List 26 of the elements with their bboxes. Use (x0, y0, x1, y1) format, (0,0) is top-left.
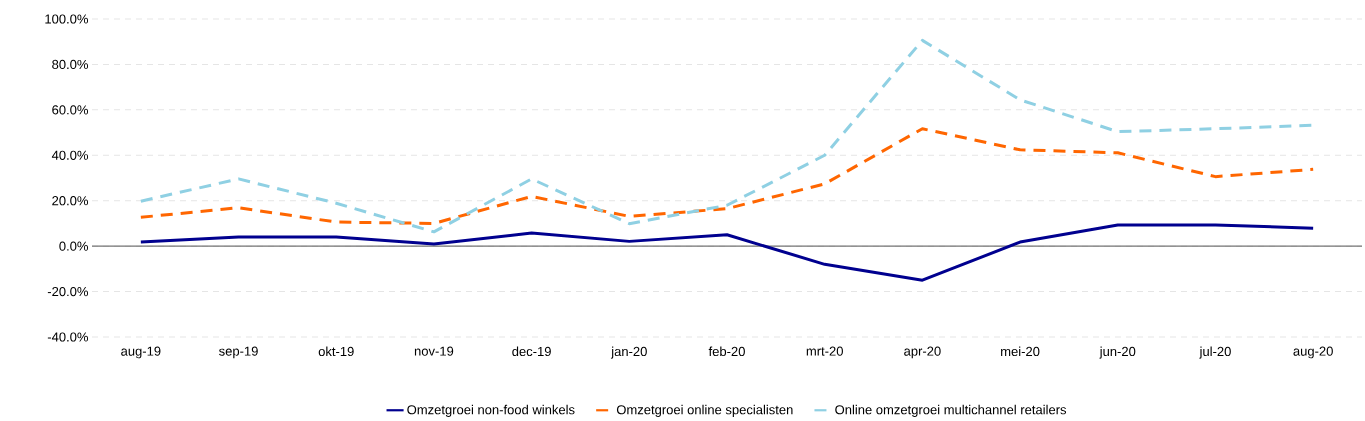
legend-label: Omzetgroei online specialisten (616, 404, 793, 417)
x-tick-label: mrt-20 (806, 346, 843, 356)
x-tick-label: jul-20 (1199, 346, 1231, 359)
x-tick-label: feb-20 (708, 346, 745, 357)
y-tick-label: 80.0% (52, 59, 89, 70)
x-tick-label: aug-19 (121, 346, 161, 359)
x-tick-label: sep-19 (219, 346, 258, 359)
y-tick-label: 100.0% (45, 14, 89, 24)
y-tick-label: -20.0% (47, 286, 89, 297)
line-series (139, 223, 1315, 282)
legend-label: Online omzetgroei multichannel retailers (835, 404, 1067, 417)
y-tick-label: 20.0% (52, 196, 89, 206)
y-tick-label: 0.0% (59, 241, 89, 251)
y-tick-label: -40.0% (47, 332, 89, 342)
y-tick-label: 40.0% (51, 150, 89, 160)
y-tick-label: 60.0% (52, 105, 89, 115)
legend-label: Omzetgroei non-food winkels (407, 404, 575, 417)
x-tick-label: jun-20 (1099, 346, 1136, 359)
x-tick-label: jan-20 (610, 346, 647, 359)
line-series (139, 127, 1315, 225)
x-tick-label: apr-20 (904, 346, 941, 359)
x-tick-label: dec-19 (512, 346, 551, 357)
x-tick-label: nov-19 (414, 346, 454, 356)
x-tick-label: mei-20 (1001, 346, 1040, 357)
x-tick-label: aug-20 (1293, 346, 1333, 359)
x-tick-label: okt-19 (318, 346, 354, 357)
